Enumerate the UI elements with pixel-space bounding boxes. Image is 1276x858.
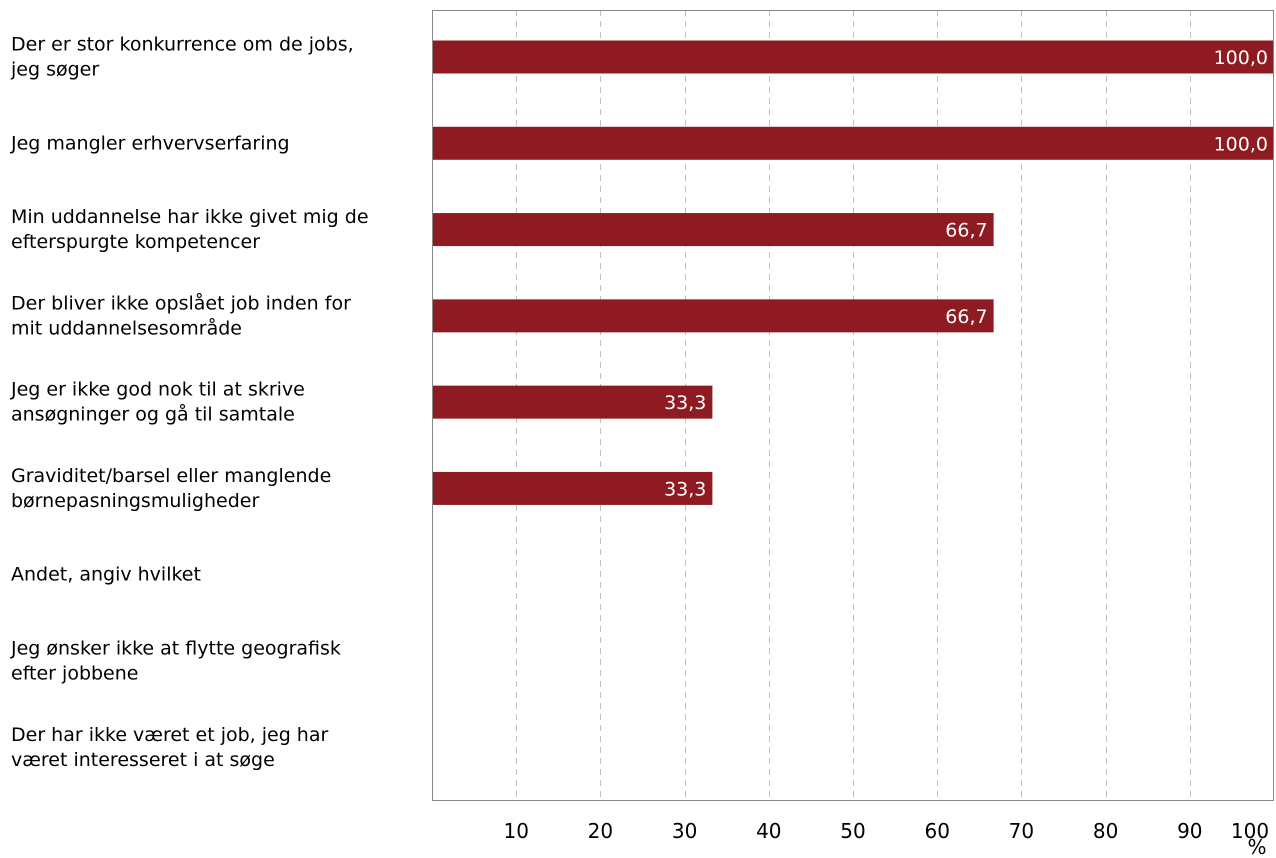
x-axis-ticks: 10 20 30 40 50 60 70 80 90 100 [503, 819, 1269, 843]
category-label: Der bliver ikke opslået job inden for mit… [11, 291, 351, 339]
category-label: Der er stor konkurrence om de jobs, jeg s… [10, 34, 354, 81]
category-label: Jeg mangler erhvervserfaring [10, 132, 290, 154]
category-label-line: mit uddannelsesområde [11, 316, 242, 339]
x-tick-label: 10 [503, 819, 528, 843]
data-label: 66,7 [945, 306, 987, 328]
x-axis-unit: % [1247, 835, 1266, 858]
category-label-line: Der har ikke været et job, jeg har [11, 724, 328, 746]
x-tick-label: 30 [672, 819, 697, 843]
category-label: Graviditet/barsel eller manglende børnepa… [11, 465, 331, 512]
bar [432, 299, 994, 333]
bar [432, 471, 713, 505]
category-label-line: Jeg mangler erhvervserfaring [10, 132, 290, 154]
bar [432, 40, 1274, 74]
data-label: 33,3 [664, 392, 706, 414]
x-tick-label: 60 [924, 819, 949, 843]
x-tick-label: 70 [1009, 819, 1034, 843]
plot-frame [432, 10, 1274, 801]
x-tick-label: 90 [1177, 819, 1202, 843]
bar [432, 385, 713, 419]
bar [432, 213, 994, 247]
plot-border [432, 10, 1274, 801]
data-label: 33,3 [664, 478, 706, 500]
bars: 100,0 100,0 66,7 66,7 33,3 33,3 [432, 40, 1274, 505]
category-label-line: ansøgninger og gå til samtale [11, 403, 295, 426]
x-tick-label: 100 [1231, 819, 1269, 843]
x-tick-label: 40 [756, 819, 781, 843]
category-label-line: Jeg ønsker ikke at flytte geografisk [10, 637, 341, 659]
category-label: Min uddannelse har ikke givet mig de efte… [11, 206, 369, 253]
data-label: 100,0 [1214, 133, 1268, 155]
category-label-line: Der er stor konkurrence om de jobs, [11, 34, 354, 56]
data-label: 100,0 [1214, 47, 1268, 69]
category-label-line: Jeg er ikke god nok til at skrive [10, 379, 305, 401]
x-tick-label: 80 [1093, 819, 1118, 843]
category-label-line: været interesseret i at søge [11, 749, 275, 771]
category-label-line: børnepasningsmuligheder [11, 490, 259, 512]
category-label-line: jeg søger [10, 59, 99, 81]
category-label: Jeg er ikke god nok til at skrive ansøgni… [10, 379, 305, 426]
category-label-line: Graviditet/barsel eller manglende [11, 465, 331, 487]
data-label: 66,7 [945, 220, 987, 242]
category-label-line: Andet, angiv hvilket [11, 564, 201, 586]
category-label-line: Min uddannelse har ikke givet mig de [11, 206, 369, 228]
category-label-line: efterspurgte kompetencer [11, 231, 260, 253]
x-tick-label: 20 [588, 819, 613, 843]
bar [432, 126, 1274, 160]
category-label-line: Der bliver ikke opslået job inden for [11, 291, 351, 314]
category-labels: Der er stor konkurrence om de jobs, jeg s… [10, 34, 369, 771]
x-tick-label: 50 [840, 819, 865, 843]
category-label-line: efter jobbene [11, 662, 138, 684]
category-label: Andet, angiv hvilket [11, 564, 201, 586]
category-label: Jeg ønsker ikke at flytte geografisk efte… [10, 637, 341, 684]
category-label: Der har ikke været et job, jeg har været … [11, 724, 328, 771]
